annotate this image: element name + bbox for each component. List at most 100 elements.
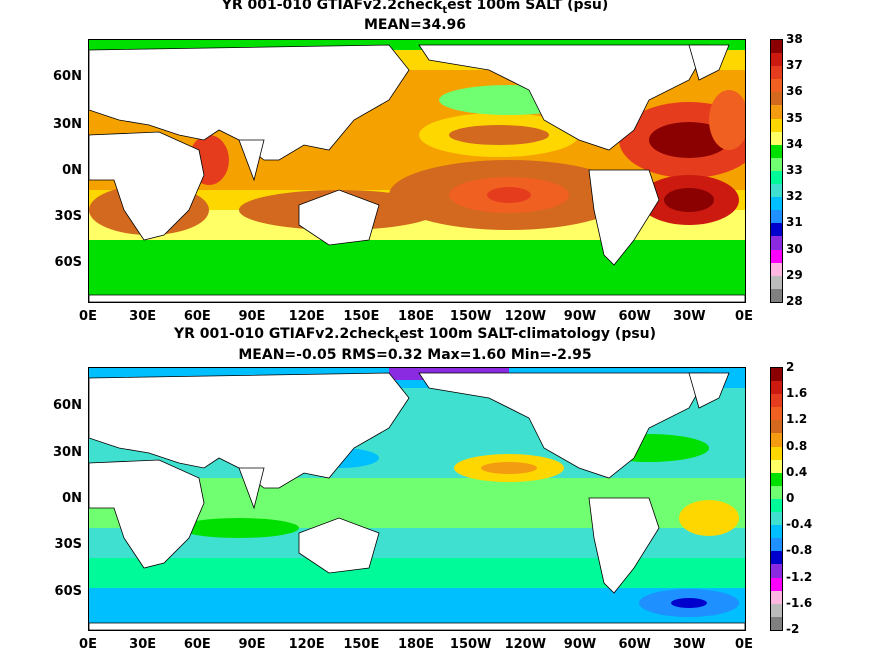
colorbar-tick-label: 28 <box>786 294 803 308</box>
colorbar-tick-label: 32 <box>786 189 803 204</box>
lon-label: 150W <box>449 637 492 652</box>
colorbar-tick-label: 34 <box>786 136 803 151</box>
colorbar-swatch <box>771 79 782 93</box>
colorbar-swatch <box>771 223 782 237</box>
lon-label: 60E <box>183 309 211 324</box>
lon-label: 0E <box>735 637 753 652</box>
colorbar-swatch <box>771 551 782 565</box>
lon-label: 150E <box>343 309 380 324</box>
colorbar-swatch <box>771 446 782 460</box>
panel2-title: YR 001-010 GTIAFv2.2checktest 100m SALT-… <box>173 326 657 345</box>
colorbar-tick-label: 0 <box>786 491 795 505</box>
colorbar-tick-label: 1.2 <box>786 412 808 427</box>
lon-label: 150E <box>343 637 380 652</box>
colorbar-tick-label: -2 <box>786 622 800 636</box>
colorbar-swatch <box>771 288 782 302</box>
lat-label: 30S <box>54 537 82 552</box>
colorbar-swatch <box>771 433 782 447</box>
lat-label: 60S <box>54 584 82 599</box>
panel1-map <box>88 39 746 303</box>
panel1-colorbar <box>770 39 783 303</box>
colorbar-tick-label: 36 <box>786 84 803 99</box>
colorbar-swatch <box>771 407 782 421</box>
colorbar-swatch <box>771 92 782 106</box>
lat-label: 30N <box>53 117 82 132</box>
panel2-stats: MEAN=-0.05 RMS=0.32 Max=1.60 Min=-2.95 <box>238 347 592 363</box>
lon-label: 30W <box>673 637 706 652</box>
salt-map <box>89 40 745 302</box>
colorbar-swatch <box>771 170 782 185</box>
colorbar-swatch <box>771 105 782 119</box>
colorbar-tick-label: -0.8 <box>786 543 813 558</box>
lon-label: 120E <box>288 309 325 324</box>
lon-label: 120W <box>504 309 547 324</box>
colorbar-tick-label: -1.2 <box>786 569 813 584</box>
colorbar-swatch <box>771 262 782 276</box>
colorbar-swatch <box>771 368 782 382</box>
colorbar-swatch <box>771 472 782 486</box>
colorbar-swatch <box>771 394 782 408</box>
lon-label: 180E <box>397 309 435 324</box>
colorbar-swatch <box>771 498 782 513</box>
colorbar-swatch <box>771 420 782 434</box>
colorbar-swatch <box>771 118 782 132</box>
lon-label: 0E <box>735 309 753 324</box>
colorbar-tick-label: 33 <box>786 163 803 177</box>
colorbar-swatch <box>771 66 782 80</box>
lon-label: 30E <box>129 309 157 324</box>
colorbar-swatch <box>771 616 782 630</box>
colorbar-tick-label: 1.6 <box>786 386 808 401</box>
colorbar-swatch <box>771 603 782 617</box>
colorbar-tick-label: 29 <box>786 267 803 282</box>
colorbar-tick-label: 0.8 <box>786 438 808 453</box>
lon-label: 120E <box>288 637 325 652</box>
lat-label: 0N <box>62 491 82 506</box>
lat-label: 60N <box>53 398 82 413</box>
colorbar-swatch <box>771 577 782 591</box>
colorbar-tick-label: 37 <box>786 58 803 73</box>
colorbar-swatch <box>771 538 782 552</box>
panel2-map <box>88 367 746 631</box>
lon-label: 120W <box>504 637 547 652</box>
lon-label: 90W <box>563 637 597 652</box>
lon-label: 180E <box>397 637 435 652</box>
lat-label: 60N <box>53 69 82 84</box>
colorbar-swatch <box>771 590 782 604</box>
lon-label: 60E <box>183 637 211 652</box>
colorbar-swatch <box>771 184 782 198</box>
colorbar-swatch <box>771 512 782 526</box>
colorbar-swatch <box>771 197 782 211</box>
panel1-title: YR 001-010 GTIAFv2.2checktest 100m SALT … <box>221 0 609 16</box>
colorbar-tick-label: 0.4 <box>786 464 808 479</box>
panel1-stats: MEAN=34.96 <box>363 17 467 33</box>
lon-label: 0E <box>79 309 97 324</box>
lon-label: 90E <box>238 309 266 324</box>
colorbar-swatch <box>771 249 782 263</box>
lat-label: 30N <box>53 445 82 460</box>
colorbar-swatch <box>771 210 782 224</box>
colorbar-tick-label: -1.6 <box>786 595 813 610</box>
lon-label: 90E <box>238 637 266 652</box>
colorbar-swatch <box>771 40 782 54</box>
lon-label: 30E <box>129 637 157 652</box>
lon-label: 150W <box>449 309 492 324</box>
colorbar-swatch <box>771 381 782 395</box>
lon-label: 0E <box>79 637 97 652</box>
colorbar-swatch <box>771 525 782 539</box>
colorbar-swatch <box>771 157 782 171</box>
colorbar-swatch <box>771 564 782 578</box>
lon-label: 30W <box>673 309 706 324</box>
colorbar-swatch <box>771 144 782 158</box>
panel2-colorbar <box>770 367 783 631</box>
colorbar-swatch <box>771 236 782 250</box>
colorbar-tick-label: 31 <box>786 215 803 230</box>
salt-anomaly-map <box>89 368 745 630</box>
lon-label: 60W <box>618 637 651 652</box>
lat-label: 0N <box>62 163 82 178</box>
colorbar-tick-label: 35 <box>786 110 803 125</box>
colorbar-swatch <box>771 131 782 145</box>
lon-label: 60W <box>618 309 651 324</box>
colorbar-tick-label: 30 <box>786 241 803 256</box>
lat-label: 60S <box>54 255 82 270</box>
colorbar-tick-label: 38 <box>786 32 803 46</box>
